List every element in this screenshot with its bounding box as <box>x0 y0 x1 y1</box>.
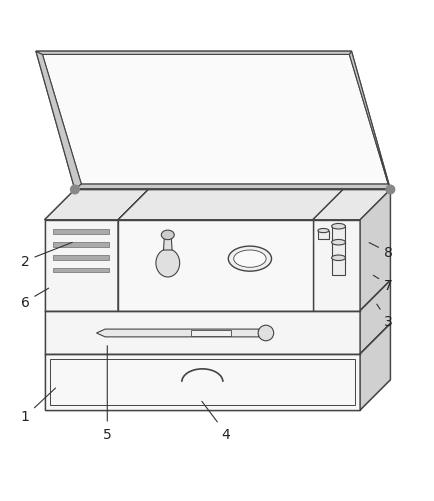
Text: 7: 7 <box>372 276 392 292</box>
Polygon shape <box>317 231 328 239</box>
Polygon shape <box>36 52 351 55</box>
Ellipse shape <box>161 230 174 240</box>
Polygon shape <box>118 220 312 311</box>
Ellipse shape <box>228 246 271 272</box>
Polygon shape <box>331 243 345 260</box>
Polygon shape <box>75 185 389 190</box>
Polygon shape <box>53 255 109 260</box>
Polygon shape <box>359 190 389 311</box>
Polygon shape <box>45 311 359 354</box>
Polygon shape <box>36 52 81 190</box>
Polygon shape <box>45 190 389 220</box>
Polygon shape <box>118 190 148 311</box>
Polygon shape <box>36 52 389 190</box>
Polygon shape <box>45 354 359 410</box>
Polygon shape <box>359 281 389 354</box>
Ellipse shape <box>331 256 345 261</box>
Text: 8: 8 <box>368 243 392 260</box>
Text: 2: 2 <box>21 243 72 268</box>
Polygon shape <box>359 324 389 410</box>
Polygon shape <box>312 220 359 311</box>
Polygon shape <box>96 330 258 337</box>
Polygon shape <box>331 258 345 276</box>
Text: 3: 3 <box>376 305 392 329</box>
Ellipse shape <box>155 249 179 278</box>
Polygon shape <box>45 220 359 410</box>
Polygon shape <box>45 190 148 220</box>
Polygon shape <box>43 55 387 185</box>
Text: 1: 1 <box>21 388 56 423</box>
Polygon shape <box>49 359 354 405</box>
Ellipse shape <box>317 229 328 233</box>
Ellipse shape <box>331 224 345 229</box>
Circle shape <box>385 186 394 194</box>
Polygon shape <box>349 52 389 190</box>
Polygon shape <box>45 220 118 311</box>
Text: 5: 5 <box>103 346 112 441</box>
Polygon shape <box>359 190 389 410</box>
Polygon shape <box>312 190 389 220</box>
Polygon shape <box>53 242 109 247</box>
Text: 4: 4 <box>201 401 230 441</box>
Circle shape <box>257 326 273 341</box>
Ellipse shape <box>331 240 345 245</box>
FancyBboxPatch shape <box>191 330 230 337</box>
Polygon shape <box>118 190 342 220</box>
Circle shape <box>70 186 79 194</box>
Ellipse shape <box>233 250 266 268</box>
Text: 6: 6 <box>21 289 49 309</box>
Polygon shape <box>163 237 172 250</box>
Polygon shape <box>53 229 109 234</box>
Polygon shape <box>53 268 109 273</box>
Polygon shape <box>331 227 345 244</box>
